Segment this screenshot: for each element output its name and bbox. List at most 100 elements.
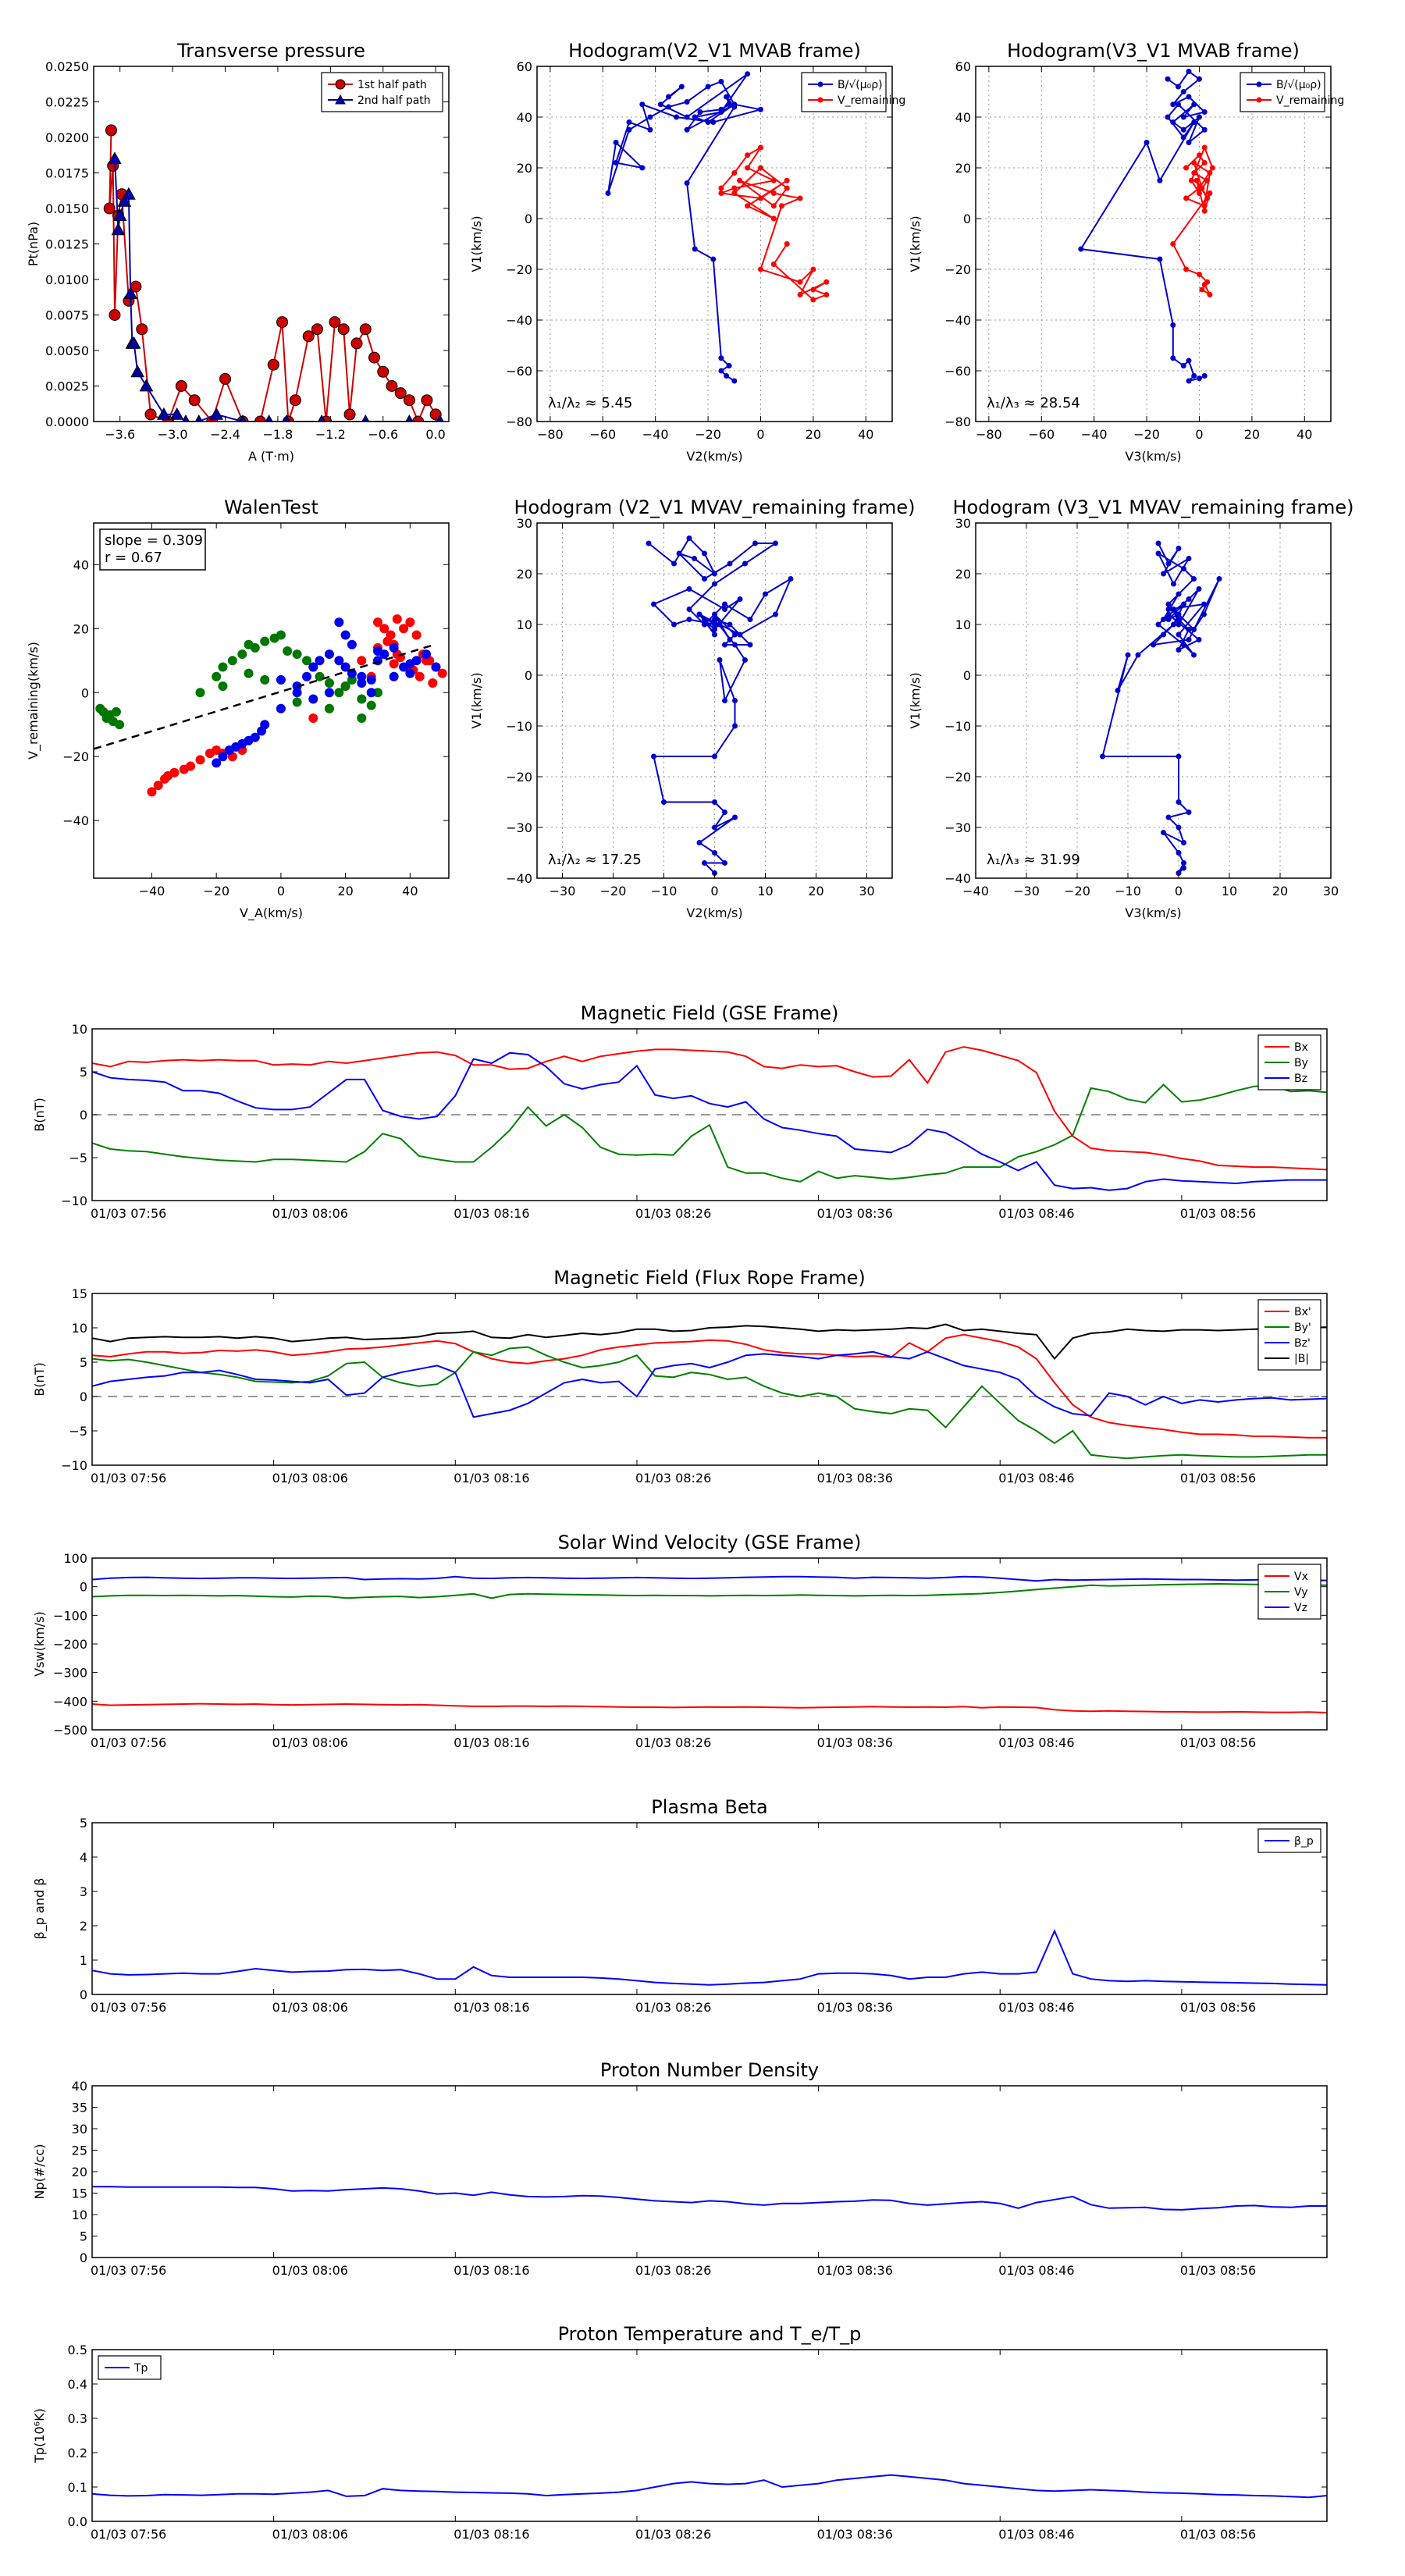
data-point xyxy=(414,671,425,681)
data-point xyxy=(357,678,367,688)
x-tick-label: −40 xyxy=(139,884,165,898)
y-tick-label: 0.0075 xyxy=(45,308,89,323)
y-tick-label: 0 xyxy=(80,1389,87,1404)
data-point xyxy=(136,323,148,336)
x-tick-label: 0 xyxy=(756,427,764,442)
x-tick-label: −80 xyxy=(976,427,1002,442)
chart-title: Hodogram (V2_V1 MVAV_remaining frame) xyxy=(514,496,915,518)
x-tick-label: 01/03 08:26 xyxy=(635,1735,711,1750)
data-point xyxy=(747,617,753,622)
x-tick-label: 01/03 08:36 xyxy=(817,1206,893,1221)
data-point xyxy=(218,752,228,762)
y-tick-label: 0 xyxy=(963,212,971,226)
data-point xyxy=(392,614,402,624)
legend: 1st half path 2nd half path xyxy=(321,72,443,112)
data-point xyxy=(788,576,794,582)
data-point xyxy=(712,617,717,622)
data-point xyxy=(722,698,727,703)
data-point xyxy=(111,706,121,717)
data-point xyxy=(1180,363,1186,368)
series-line-0 xyxy=(92,1703,1327,1713)
data-point xyxy=(671,560,677,567)
chart-tp: 01/03 07:56 01/03 08:06 01/03 08:16 01/03 0… xyxy=(32,2323,1328,2542)
data-point xyxy=(626,119,632,125)
data-point xyxy=(613,140,619,145)
y-tick-label: 0.0150 xyxy=(45,201,89,216)
chart-title: Hodogram(V3_V1 MVAB frame) xyxy=(1007,40,1300,62)
y-tick-label: 5 xyxy=(80,2229,87,2244)
data-point xyxy=(334,617,344,628)
data-point xyxy=(1176,101,1182,108)
legend-label: Bx xyxy=(1294,1041,1308,1054)
stats-text: slope = 0.309 xyxy=(105,532,203,549)
x-tick-label: 01/03 08:26 xyxy=(635,2527,711,2542)
data-point xyxy=(770,177,777,183)
x-tick-label: 40 xyxy=(402,884,418,898)
y-tick-label: 20 xyxy=(955,567,971,582)
x-tick-label: 01/03 08:16 xyxy=(454,1206,529,1221)
data-point xyxy=(757,165,763,171)
data-point xyxy=(1155,540,1161,546)
data-point xyxy=(169,767,180,777)
data-point xyxy=(405,659,415,669)
data-point xyxy=(1181,840,1186,845)
y-tick-label: 0 xyxy=(525,668,532,683)
plot-area xyxy=(94,523,449,878)
series-group xyxy=(94,614,447,797)
data-point xyxy=(1170,241,1176,247)
data-point xyxy=(377,365,389,378)
data-point xyxy=(1161,830,1166,835)
plot-area xyxy=(92,1293,1327,1465)
y-tick-label: 0.1 xyxy=(68,2480,87,2495)
chart-bfr: 01/03 07:56 01/03 08:06 01/03 08:16 01/03 0… xyxy=(32,1267,1328,1485)
y-axis-label: B(nT) xyxy=(32,1098,47,1131)
data-point xyxy=(324,688,334,698)
y-tick-label: −100 xyxy=(53,1608,87,1623)
legend-frame xyxy=(801,72,887,112)
data-point xyxy=(340,630,350,640)
y-tick-label: −40 xyxy=(944,871,971,886)
data-point xyxy=(1135,652,1141,658)
data-point xyxy=(810,286,816,293)
axes-frame xyxy=(93,522,450,879)
data-point xyxy=(722,809,727,815)
series-group xyxy=(92,2186,1327,2211)
chart-hodo4: −40 −30 −20 −10 0 10 20 30−40−30−20−100102030Ho… xyxy=(908,496,1354,920)
data-point xyxy=(1186,358,1192,364)
y-tick-label: 40 xyxy=(955,110,971,125)
x-tick-label: 01/03 08:06 xyxy=(272,1471,348,1485)
x-tick-label: −1.2 xyxy=(315,427,346,442)
data-point xyxy=(157,407,171,420)
data-point xyxy=(647,114,653,120)
data-point xyxy=(218,681,228,692)
plot-area xyxy=(537,66,892,422)
data-point xyxy=(212,671,222,681)
data-point xyxy=(732,632,738,638)
data-point xyxy=(359,323,372,336)
data-point xyxy=(1155,621,1161,628)
series-line-2 xyxy=(92,1350,1327,1418)
series-line-1 xyxy=(92,1083,1327,1183)
data-point xyxy=(111,222,126,236)
y-tick-label: 0.0025 xyxy=(45,379,89,394)
data-point xyxy=(366,700,376,710)
y-tick-label: 30 xyxy=(517,516,532,531)
data-point xyxy=(722,642,727,648)
chart-title: Proton Temperature and T_e/T_p xyxy=(558,2323,862,2345)
stats-text: r = 0.67 xyxy=(105,550,162,566)
data-point xyxy=(752,540,758,546)
data-point xyxy=(219,372,232,385)
data-point xyxy=(276,630,286,640)
legend: Vx Vy Vz xyxy=(1257,1564,1321,1620)
x-tick-label: 01/03 08:46 xyxy=(998,2000,1074,2015)
data-point xyxy=(324,678,334,688)
x-tick-label: 20 xyxy=(1244,427,1260,442)
y-tick-label: 0.0000 xyxy=(45,415,89,429)
chart-title: WalenTest xyxy=(224,496,318,518)
data-point xyxy=(283,646,293,656)
y-tick-label: 0.0125 xyxy=(45,237,89,252)
data-point xyxy=(745,203,751,209)
x-tick-label: 01/03 08:26 xyxy=(635,2000,711,2015)
legend-label: β_p xyxy=(1294,1835,1314,1848)
y-tick-label: 20 xyxy=(72,2165,87,2179)
